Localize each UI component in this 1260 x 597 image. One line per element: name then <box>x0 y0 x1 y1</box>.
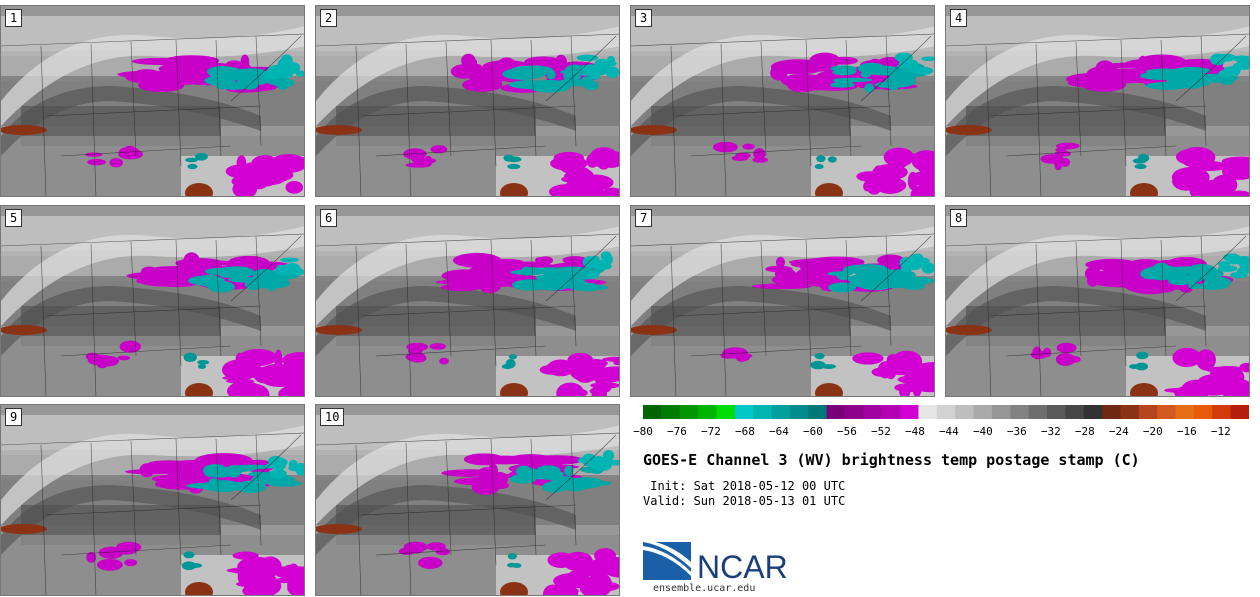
colorbar-tick-label: −44 <box>938 425 959 438</box>
ncar-logo: NCAR <box>643 540 788 582</box>
colorbar-swatch <box>845 405 864 419</box>
member-panel-6: 6 <box>315 205 620 397</box>
colorbar-tick-label: −28 <box>1074 425 1095 438</box>
colorbar-tick-label: −72 <box>701 425 721 438</box>
wv-map <box>1 206 304 396</box>
member-panel-3: 3 <box>630 5 935 197</box>
colorbar-swatch <box>753 405 773 419</box>
colorbar-tick-label: −80 <box>633 425 653 438</box>
colorbar-swatch <box>1157 405 1177 419</box>
colorbar-swatch <box>1010 405 1030 419</box>
member-panel-8: 8 <box>945 205 1250 397</box>
colorbar-tick-label: −52 <box>870 425 891 438</box>
init-time: Init: Sat 2018-05-12 00 UTC <box>643 479 846 493</box>
colorbar-swatch <box>789 405 809 419</box>
colorbar-swatch <box>991 405 1011 419</box>
wv-map <box>1 405 304 595</box>
colorbar-swatch <box>734 405 754 419</box>
colorbar-swatch <box>1120 405 1140 419</box>
member-number: 9 <box>5 408 23 426</box>
colorbar <box>643 405 1249 419</box>
colorbar-swatch <box>771 405 791 419</box>
member-number: 7 <box>635 209 653 227</box>
member-number: 10 <box>320 408 345 426</box>
colorbar-tick-label: −48 <box>904 425 925 438</box>
colorbar-swatch <box>679 405 699 419</box>
colorbar-tick-label: −36 <box>1006 425 1027 438</box>
colorbar-swatch <box>955 405 975 419</box>
ncar-wordmark: NCAR <box>697 549 788 582</box>
member-panel-5: 5 <box>0 205 305 397</box>
colorbar-swatch <box>1047 405 1066 419</box>
colorbar-swatch <box>863 405 883 419</box>
member-number: 6 <box>320 209 338 227</box>
colorbar-swatch <box>936 405 956 419</box>
colorbar-swatch <box>698 405 717 419</box>
colorbar-tick-label: −68 <box>735 425 755 438</box>
colorbar-tick-label: −24 <box>1108 425 1129 438</box>
colorbar-swatch <box>808 405 828 419</box>
colorbar-swatch <box>973 405 993 419</box>
member-number: 2 <box>320 9 338 27</box>
colorbar-swatch <box>643 405 662 419</box>
colorbar-swatch <box>918 405 938 419</box>
colorbar-tick-label: −56 <box>836 425 857 438</box>
colorbar-tick-label: −76 <box>667 425 687 438</box>
member-number: 3 <box>635 9 653 27</box>
colorbar-tick-label: −64 <box>769 425 789 438</box>
page-title: GOES-E Channel 3 (WV) brightness temp po… <box>643 451 1140 469</box>
member-panel-9: 9 <box>0 404 305 596</box>
colorbar-swatch <box>1028 405 1048 419</box>
colorbar-swatch <box>1212 405 1232 419</box>
colorbar-swatch <box>1193 405 1213 419</box>
member-number: 5 <box>5 209 23 227</box>
wv-map <box>316 206 619 396</box>
wv-map <box>946 206 1249 396</box>
wv-map <box>631 6 934 196</box>
member-number: 4 <box>950 9 968 27</box>
member-panel-7: 7 <box>630 205 935 397</box>
member-number: 8 <box>950 209 968 227</box>
colorbar-swatch <box>1065 405 1085 419</box>
colorbar-swatch <box>826 405 846 419</box>
colorbar-swatch <box>661 405 681 419</box>
colorbar-tick-label: −12 <box>1210 425 1231 438</box>
wv-map <box>946 6 1249 196</box>
colorbar-swatch <box>900 405 919 419</box>
colorbar-tick-label: −40 <box>972 425 993 438</box>
colorbar-swatch <box>881 405 901 419</box>
member-panel-2: 2 <box>315 5 620 197</box>
member-panel-4: 4 <box>945 5 1250 197</box>
colorbar-tick-label: −20 <box>1142 425 1163 438</box>
colorbar-tick-label: −32 <box>1040 425 1061 438</box>
colorbar-swatch <box>1083 405 1103 419</box>
wv-map <box>631 206 934 396</box>
colorbar-swatch <box>716 405 736 419</box>
member-number: 1 <box>5 9 23 27</box>
colorbar-tick-label: −16 <box>1176 425 1197 438</box>
wv-map <box>316 6 619 196</box>
wv-map <box>1 6 304 196</box>
wv-map <box>316 405 619 595</box>
member-panel-10: 10 <box>315 404 620 596</box>
member-panel-1: 1 <box>0 5 305 197</box>
colorbar-tick-label: −60 <box>803 425 823 438</box>
colorbar-swatch <box>1138 405 1158 419</box>
site-url: ensemble.ucar.edu <box>653 583 756 594</box>
colorbar-swatch <box>1175 405 1195 419</box>
valid-time: Valid: Sun 2018-05-13 01 UTC <box>643 494 846 508</box>
colorbar-swatch <box>1102 405 1121 419</box>
colorbar-swatch <box>1230 405 1249 419</box>
